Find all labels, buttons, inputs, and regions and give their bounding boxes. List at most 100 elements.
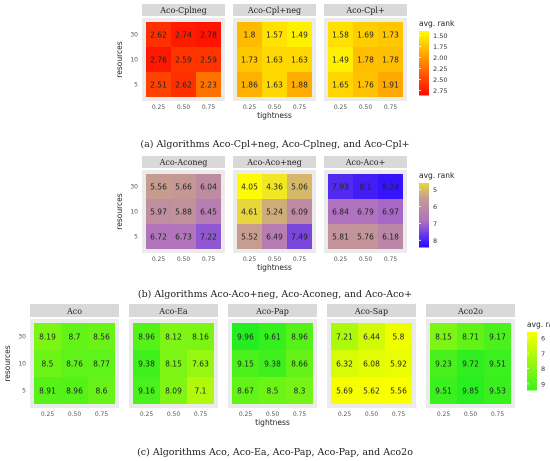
heatmap-cell [146,22,171,47]
y-tick-label: 10 [130,57,138,64]
cell-value-label: 9.51 [489,360,506,369]
heatmap-cell [262,47,287,72]
legend-color-step [527,368,537,372]
heatmap-cell [171,72,196,97]
legend-color-step [419,92,429,96]
cell-value-label: 8.91 [39,387,56,396]
legend-color-step [419,73,429,77]
legend-title: avg. rank [527,320,550,329]
legend-color-step [527,349,537,352]
legend-color-step [419,219,429,222]
legend-color-step [419,41,429,45]
legend-color-step [419,77,429,81]
panel-title: Aco-Aco+neg [246,158,302,167]
heatmap-cell [262,224,287,249]
cell-value-label: 8.3 [294,387,306,396]
legend-color-step [419,204,429,207]
panel-strip [30,304,119,317]
y-tick-label: 30 [130,32,138,39]
cell-value-label: 8.09 [165,387,182,396]
legend-tick-label: 6 [541,335,545,343]
heatmap-cell [378,47,403,72]
legend-title: avg. rank [419,19,455,28]
legend-color-step [527,378,537,381]
cell-value-label: 6.73 [175,233,192,242]
legend-color-step [419,232,429,235]
heatmap-cell [171,174,196,199]
legend-color-step [419,234,429,237]
legend-color-step [527,380,537,383]
cell-value-label: 5.06 [291,183,308,192]
cell-value-label: 4.36 [266,183,283,192]
heatmap-cell [358,323,385,350]
heatmap-cell [287,72,312,97]
heatmap-cell [287,199,312,224]
cell-value-label: 2.59 [200,56,217,65]
legend-color-step [527,351,537,354]
panel-strip [233,156,316,168]
x-tick-label: 0.50 [359,104,373,111]
cell-value-label: 8.15 [435,333,452,342]
cell-value-label: 8.6 [96,387,108,396]
legend-color-step [419,60,429,64]
panel-title: Aco-Aco+ [345,158,386,167]
cell-value-label: 6.72 [150,233,167,242]
x-tick-label: 0.75 [202,104,216,111]
cell-value-label: 1.49 [332,56,349,65]
cell-value-label: 2.74 [175,31,192,40]
heatmap-cell [88,323,115,350]
cell-value-label: 8.7 [69,333,81,342]
legend-color-step [527,382,537,385]
legend-color-step [527,332,537,335]
x-tick-label: 0.75 [384,256,398,263]
legend-color-step [419,221,429,225]
cell-value-label: 9.53 [489,387,506,396]
panel-strip [324,4,407,16]
cell-value-label: 5.92 [390,360,407,369]
cell-value-label: 1.8 [244,31,256,40]
y-tick-label: 5 [134,82,138,89]
cell-value-label: 6.97 [382,208,399,217]
heatmap-cell [160,323,187,350]
cell-value-label: 9.85 [462,387,479,396]
x-tick-label: 0.25 [41,411,55,418]
heatmap-cell [378,199,403,224]
x-tick-label: 0.50 [266,411,280,418]
x-tick-label: 0.50 [365,411,379,418]
cell-value-label: 1.86 [241,81,258,90]
cell-value-label: 6.09 [291,208,308,217]
cell-value-label: 7.1 [195,387,207,396]
legend-color-step [527,366,537,370]
legend-color-step [419,183,429,186]
cell-value-label: 5.69 [336,387,353,396]
heatmap-cell [358,377,385,404]
heatmap-cell [328,199,353,224]
legend-color-step [527,339,537,343]
heatmap-cell [430,377,457,404]
y-tick-label: 5 [22,388,26,395]
heatmap-cell [171,47,196,72]
cell-value-label: 8.76 [66,360,83,369]
x-tick-label: 0.25 [243,256,257,263]
y-tick-label: 10 [130,209,138,216]
legend-color-step [419,240,429,244]
heatmap-cell [331,350,358,377]
legend-color-step [419,31,429,34]
cell-value-label: 5.56 [150,183,167,192]
legend-color-step [527,386,537,389]
cell-value-label: 8.1 [360,183,372,192]
heatmap-cell [61,350,88,377]
heatmap-cell [34,350,61,377]
x-tick-label: 0.50 [68,411,82,418]
y-tick-label: 10 [18,361,26,368]
heatmap-cell [196,72,221,97]
y-tick-label: 5 [134,234,138,241]
legend-color-step [419,67,429,70]
panel-strip [228,304,317,317]
heatmap-cell [34,323,61,350]
cell-value-label: 1.58 [332,31,349,40]
legend-color-step [419,223,429,227]
caption-a: (a) Algorithms Aco-Cpl+neg, Aco-Cplneg, … [140,139,410,150]
cell-value-label: 7.49 [291,233,308,242]
legend-tick-label: 9 [541,380,545,388]
